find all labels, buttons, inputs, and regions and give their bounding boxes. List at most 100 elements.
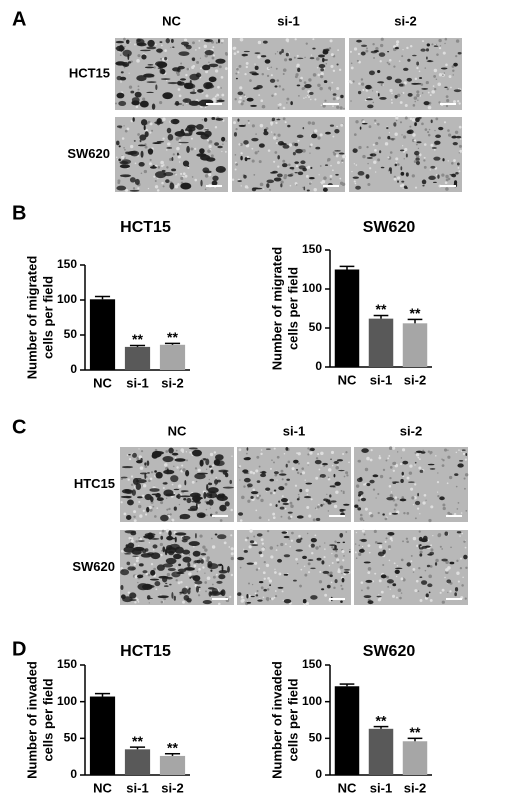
y-tick-label: 150 (302, 242, 322, 256)
texture-dot (307, 165, 311, 169)
micrograph (232, 37, 345, 110)
texture-dot (462, 576, 464, 578)
texture-dot (257, 40, 262, 45)
cell-blob (144, 66, 154, 69)
texture-dot (147, 120, 151, 124)
cell-blob (120, 569, 130, 576)
cell-blob (207, 482, 213, 486)
cell-blob (379, 150, 382, 154)
chart-title: HCT15 (120, 643, 171, 660)
texture-dot (161, 529, 165, 533)
texture-dot (417, 99, 419, 101)
texture-dot (436, 53, 439, 56)
texture-dot (342, 154, 346, 159)
texture-dot (308, 96, 311, 99)
texture-dot (353, 180, 356, 183)
texture-dot (458, 125, 462, 129)
texture-dot (296, 54, 299, 57)
texture-dot (345, 471, 349, 475)
texture-dot (389, 476, 392, 480)
cell-blob (212, 175, 219, 181)
texture-dot (396, 510, 400, 514)
texture-dot (130, 119, 134, 123)
texture-dot (354, 182, 357, 185)
texture-dot (313, 188, 317, 192)
texture-dot (424, 67, 427, 69)
texture-dot (314, 534, 317, 537)
texture-dot (206, 576, 211, 581)
texture-dot (304, 573, 308, 577)
cell-blob (256, 533, 263, 537)
bar (89, 299, 116, 370)
texture-dot (372, 488, 376, 491)
texture-dot (235, 72, 238, 75)
cell-blob (250, 595, 255, 598)
cell-blob (394, 567, 403, 570)
texture-dot (452, 69, 455, 73)
cell-blob (182, 556, 192, 563)
texture-dot (461, 584, 464, 587)
y-axis-label: Number of invaded (269, 661, 284, 779)
texture-dot (225, 140, 227, 142)
cell-blob (332, 93, 337, 96)
texture-dot (274, 590, 277, 592)
texture-dot (124, 45, 126, 48)
texture-dot (123, 146, 125, 149)
cell-blob (169, 182, 175, 190)
texture-dot (159, 101, 163, 105)
texture-dot (411, 496, 415, 500)
cell-blob (435, 134, 441, 139)
texture-dot (296, 65, 298, 68)
cell-blob (294, 161, 299, 164)
cell-blob (155, 171, 167, 179)
texture-dot (269, 467, 272, 470)
texture-dot (287, 460, 291, 464)
texture-dot (271, 459, 273, 461)
texture-dot (452, 74, 454, 76)
cell-blob (414, 150, 420, 156)
texture-dot (394, 496, 398, 499)
texture-dot (415, 143, 418, 146)
texture-dot (439, 591, 442, 594)
cell-blob (140, 150, 144, 158)
cell-blob (380, 574, 387, 579)
texture-dot (296, 562, 299, 565)
texture-dot (266, 74, 270, 78)
texture-dot (317, 136, 321, 140)
cell-blob (352, 176, 359, 179)
texture-dot (353, 163, 355, 165)
texture-dot (365, 49, 369, 53)
cell-blob (426, 43, 431, 47)
texture-dot (305, 601, 309, 606)
texture-dot (245, 65, 249, 69)
cell-blob (423, 101, 430, 106)
texture-dot (390, 491, 393, 493)
cell-blob (376, 542, 383, 544)
texture-dot (410, 560, 413, 563)
cell-blob (178, 563, 182, 567)
texture-dot (261, 106, 264, 109)
texture-dot (148, 479, 151, 483)
cell-blob (141, 54, 147, 60)
cell-blob (263, 588, 267, 592)
texture-dot (458, 170, 461, 173)
cell-blob (237, 91, 244, 96)
texture-dot (391, 101, 393, 104)
cell-blob (127, 61, 132, 64)
cell-blob (386, 496, 394, 501)
texture-dot (300, 568, 303, 571)
cell-blob (275, 504, 278, 507)
texture-dot (308, 182, 312, 185)
texture-dot (159, 542, 164, 547)
texture-dot (142, 574, 144, 576)
cell-blob (147, 39, 155, 47)
texture-dot (389, 536, 393, 540)
texture-dot (395, 116, 399, 120)
cell-blob (321, 560, 325, 565)
texture-dot (443, 121, 447, 124)
cell-blob (167, 81, 179, 85)
texture-dot (371, 580, 375, 583)
cell-blob (332, 548, 338, 551)
cell-blob (394, 94, 398, 99)
cell-blob (121, 159, 132, 165)
